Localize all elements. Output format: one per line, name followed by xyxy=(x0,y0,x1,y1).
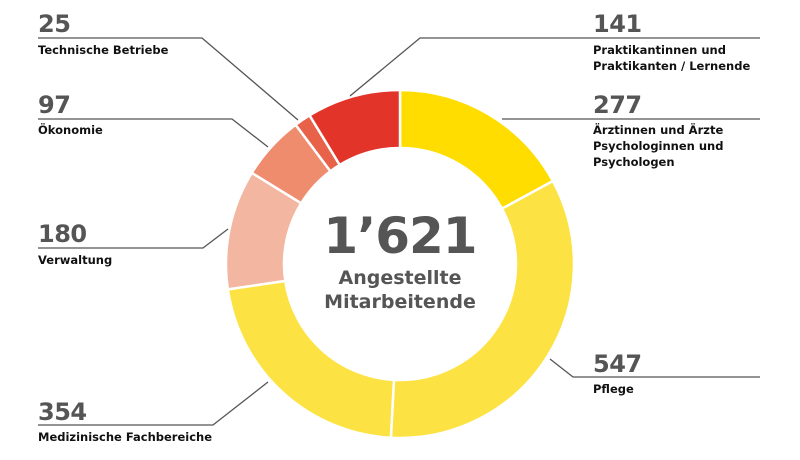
callout-label-aerzte: Ärztinnen und Ärzte Psychologinnen und P… xyxy=(593,123,724,169)
callout-label-praktikanten: Praktikantinnen und Praktikanten / Lerne… xyxy=(593,43,751,73)
leader-line-praktikanten xyxy=(349,37,760,97)
callout-label-verwaltung: Verwaltung xyxy=(38,253,113,267)
callout-value-technische: 25 xyxy=(38,10,71,38)
callout-value-pflege: 547 xyxy=(593,350,642,378)
leader-line-verwaltung xyxy=(38,228,229,249)
callout-label-technische: Technische Betriebe xyxy=(38,43,169,57)
donut-segment-aerzte xyxy=(398,88,555,211)
callout-label-pflege: Pflege xyxy=(593,382,634,396)
donut-segments xyxy=(224,88,576,440)
callout-label-oekonomie: Ökonomie xyxy=(38,123,103,137)
leader-line-medizinische xyxy=(38,381,269,426)
leader-line-pflege xyxy=(549,358,760,378)
callout-value-praktikanten: 141 xyxy=(593,10,642,38)
callout-value-verwaltung: 180 xyxy=(38,220,87,248)
total-employees-label: Angestellte Mitarbeitende xyxy=(324,267,476,313)
callout-value-aerzte: 277 xyxy=(593,91,642,119)
callout-label-medizinische: Medizinische Fachbereiche xyxy=(38,430,213,444)
leader-lines xyxy=(38,37,760,426)
leader-line-oekonomie xyxy=(38,118,269,148)
callout-value-medizinische: 354 xyxy=(38,398,87,426)
leader-line-technische xyxy=(38,37,299,121)
callout-value-oekonomie: 97 xyxy=(38,91,71,119)
donut-segment-pflege xyxy=(389,179,576,440)
donut-segment-praktikanten xyxy=(307,88,402,167)
total-employees-value: 1’621 xyxy=(323,207,477,265)
